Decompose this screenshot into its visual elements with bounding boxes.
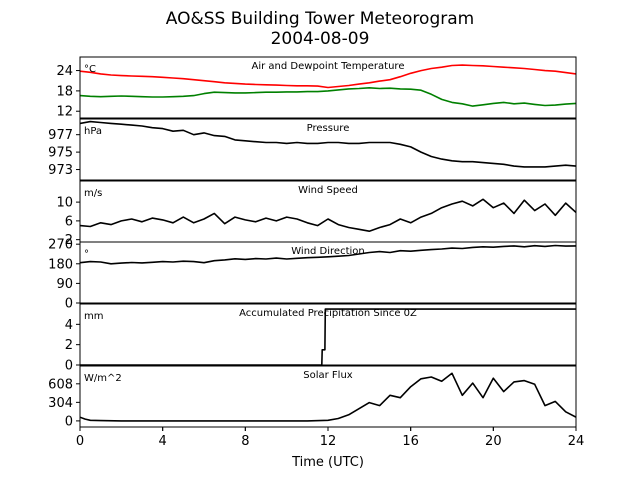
panel-3-ytick-label-270: 270: [48, 238, 73, 253]
panel-1-frame: [79, 118, 577, 181]
chart-title-line1: AO&SS Building Tower Meteorogram: [166, 9, 474, 29]
panel-3-frame: [79, 241, 577, 304]
panel-4-series-0-line: [80, 308, 576, 365]
x-tick-label-12: 12: [320, 434, 337, 449]
panel-1-series-0-line: [80, 120, 576, 168]
panel-3-ytick-label-90: 90: [56, 277, 73, 292]
panel-2-series-0-line: [80, 198, 576, 232]
panel-1: 973 975 977 Pressure hPa: [48, 118, 577, 181]
panel-4-frame: [79, 303, 577, 366]
panel-1-ytick-label-977: 977: [48, 128, 73, 143]
panel-3-title: Wind Direction: [291, 246, 365, 257]
panel-2-ytick-label-6: 6: [65, 214, 73, 229]
panel-3-unit: °: [84, 249, 89, 260]
panel-3-series-0-line: [80, 244, 576, 265]
panel-0-unit: °C: [84, 64, 96, 75]
x-tick-label-24: 24: [568, 434, 585, 449]
panel-4-ytick-label-4: 4: [65, 318, 73, 333]
panel-3-ytick-label-0: 0: [65, 297, 73, 312]
panel-2-ytick-label-10: 10: [56, 196, 73, 211]
panel-1-ytick-label-975: 975: [48, 146, 73, 161]
panel-0: 12 18 24 Air and Dewpoint Temperature °C: [56, 56, 577, 120]
chart-title-line2: 2004-08-09: [271, 29, 370, 49]
panel-2-ytick-label-2: 2: [65, 233, 73, 248]
panel-4-ytick-label-0: 0: [65, 359, 73, 374]
panel-0-ytick-label-24: 24: [56, 64, 73, 79]
panel-0-series-1-line: [80, 87, 576, 107]
panel-5-ytick-label-304: 304: [48, 396, 73, 411]
panel-2-unit: m/s: [84, 188, 102, 199]
x-tick-label-4: 4: [159, 434, 167, 449]
x-tick-label-20: 20: [485, 434, 502, 449]
panel-1-title: Pressure: [307, 123, 350, 134]
panel-0-title: Air and Dewpoint Temperature: [252, 61, 405, 72]
panel-1-unit: hPa: [84, 126, 102, 137]
panel-4-unit: mm: [84, 311, 103, 322]
panel-0-ytick-label-18: 18: [56, 84, 73, 99]
panel-3: 0 90 180 270 Wind Direction °: [48, 238, 577, 312]
panel-0-series-0-line: [80, 64, 576, 89]
panel-0-ytick-label-12: 12: [56, 105, 73, 120]
panel-2-title: Wind Speed: [298, 185, 358, 196]
x-axis: 0 4 8 12 16 20 24: [76, 427, 584, 449]
panel-1-ytick-label-973: 973: [48, 163, 73, 178]
panel-0-frame: [79, 56, 577, 119]
panel-4-title: Accumulated Precipitation Since 0Z: [239, 308, 417, 319]
panel-2: 2 6 10 Wind Speed m/s: [56, 180, 577, 248]
panel-4-ytick-label-2: 2: [65, 338, 73, 353]
x-tick-label-0: 0: [76, 434, 84, 449]
panel-5-unit: W/m^2: [84, 373, 122, 384]
x-tick-label-16: 16: [402, 434, 419, 449]
panel-5-ytick-label-608: 608: [48, 377, 73, 392]
panel-5-series-0-line: [80, 372, 576, 422]
panel-5: 0 304 608 Solar Flux W/m^2: [48, 365, 577, 431]
x-axis-label: Time (UTC): [291, 455, 364, 470]
panel-5-ytick-label-0: 0: [65, 414, 73, 429]
panel-3-ytick-label-180: 180: [48, 257, 73, 272]
panel-4: 0 2 4 Accumulated Precipitation Since 0Z mm: [65, 303, 577, 374]
panel-5-title: Solar Flux: [303, 370, 353, 381]
x-tick-label-8: 8: [241, 434, 249, 449]
